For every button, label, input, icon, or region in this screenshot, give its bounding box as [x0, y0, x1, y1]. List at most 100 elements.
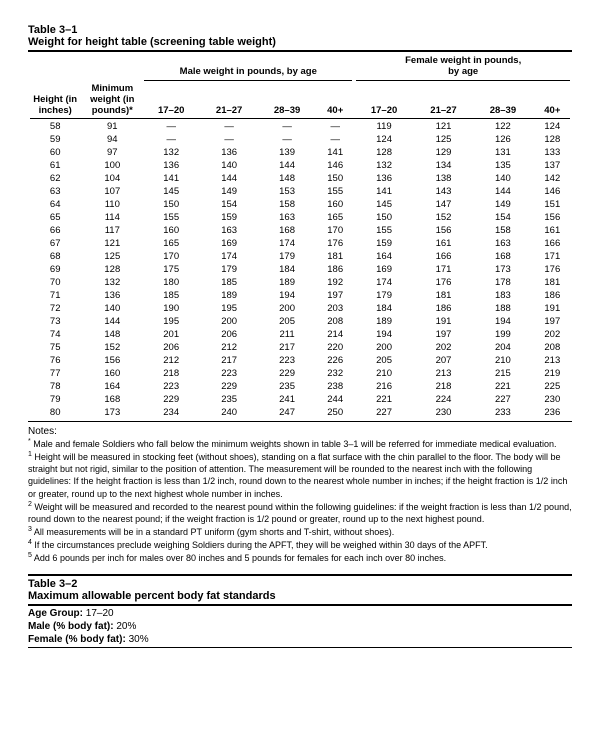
cell-m1: 206: [142, 341, 200, 354]
cell-m: 128: [82, 263, 142, 276]
rule-t2-bottom: [28, 647, 572, 648]
cell-m4: 250: [316, 406, 354, 419]
cell-m1: 195: [142, 315, 200, 328]
cell-m1: —: [142, 120, 200, 133]
cell-f1: 119: [354, 120, 413, 133]
cell-m4: 146: [316, 159, 354, 172]
cell-m4: 155: [316, 185, 354, 198]
cell-m3: 174: [258, 237, 316, 250]
cell-m: 160: [82, 367, 142, 380]
cell-f1: 128: [354, 146, 413, 159]
cell-m1: 145: [142, 185, 200, 198]
cell-f3: 131: [473, 146, 532, 159]
cell-f3: 122: [473, 120, 532, 133]
cell-m2: 206: [200, 328, 258, 341]
cell-f3: 144: [473, 185, 532, 198]
table-row: 77160218223229232210213215219: [28, 367, 572, 380]
cell-m3: —: [258, 120, 316, 133]
cell-m: 132: [82, 276, 142, 289]
note-4: 3 All measurements will be in a standard…: [28, 525, 572, 538]
cell-m3: 144: [258, 159, 316, 172]
table-row: 6097132136139141128129131133: [28, 146, 572, 159]
cell-m: 156: [82, 354, 142, 367]
cell-h: 59: [28, 133, 82, 146]
cell-h: 68: [28, 250, 82, 263]
cell-f1: 141: [354, 185, 413, 198]
note-1: * Male and female Soldiers who fall belo…: [28, 437, 572, 450]
col-minwt: Minimum weight (in pounds)*: [82, 82, 142, 117]
cell-f2: 202: [414, 341, 473, 354]
note-3: 2 Weight will be measured and recorded t…: [28, 500, 572, 525]
cell-m3: 229: [258, 367, 316, 380]
cell-f4: 236: [533, 406, 572, 419]
cell-f1: 124: [354, 133, 413, 146]
cell-m4: 203: [316, 302, 354, 315]
cell-m1: 212: [142, 354, 200, 367]
cell-m2: 179: [200, 263, 258, 276]
cell-m3: 200: [258, 302, 316, 315]
cell-f1: 194: [354, 328, 413, 341]
cell-f4: 166: [533, 237, 572, 250]
table-row: 5994————124125126128: [28, 133, 572, 146]
cell-m1: 185: [142, 289, 200, 302]
cell-f4: 128: [533, 133, 572, 146]
cell-m2: 223: [200, 367, 258, 380]
table-row: 76156212217223226205207210213: [28, 354, 572, 367]
col-f-age4: 40+: [533, 82, 572, 117]
cell-m2: 185: [200, 276, 258, 289]
cell-h: 80: [28, 406, 82, 419]
rule-t2-mid: [28, 604, 572, 606]
cell-m1: 190: [142, 302, 200, 315]
cell-m1: 223: [142, 380, 200, 393]
cell-f2: 147: [414, 198, 473, 211]
cell-m2: 140: [200, 159, 258, 172]
cell-f2: 213: [414, 367, 473, 380]
male-group-header: Male weight in pounds, by age: [142, 54, 354, 79]
cell-m4: 220: [316, 341, 354, 354]
cell-m: 173: [82, 406, 142, 419]
bf-male-line: Male (% body fat): 20%: [28, 621, 572, 632]
cell-f4: 225: [533, 380, 572, 393]
col-f-age2: 21–27: [414, 82, 473, 117]
table-row: 63107145149153155141143144146: [28, 185, 572, 198]
cell-m4: 226: [316, 354, 354, 367]
cell-m: 100: [82, 159, 142, 172]
cell-f4: 208: [533, 341, 572, 354]
cell-f1: 169: [354, 263, 413, 276]
cell-f2: 125: [414, 133, 473, 146]
cell-m4: 160: [316, 198, 354, 211]
cell-m: 117: [82, 224, 142, 237]
table-row: 79168229235241244221224227230: [28, 393, 572, 406]
rule-top: [28, 50, 572, 52]
cell-m4: 165: [316, 211, 354, 224]
cell-f4: 156: [533, 211, 572, 224]
cell-f1: 179: [354, 289, 413, 302]
cell-m4: 181: [316, 250, 354, 263]
notes-heading: Notes:: [28, 426, 572, 437]
cell-h: 58: [28, 120, 82, 133]
cell-m4: 244: [316, 393, 354, 406]
bf-male-label: Male (% body fat):: [28, 621, 114, 632]
cell-m3: 241: [258, 393, 316, 406]
table-row: 78164223229235238216218221225: [28, 380, 572, 393]
table-row: 73144195200205208189191194197: [28, 315, 572, 328]
cell-f1: 164: [354, 250, 413, 263]
cell-f2: 191: [414, 315, 473, 328]
cell-m3: 217: [258, 341, 316, 354]
cell-h: 62: [28, 172, 82, 185]
cell-m3: 139: [258, 146, 316, 159]
table-row: 80173234240247250227230233236: [28, 406, 572, 419]
cell-h: 65: [28, 211, 82, 224]
cell-f3: 154: [473, 211, 532, 224]
cell-f4: 219: [533, 367, 572, 380]
bf-female-value: 30%: [129, 634, 149, 645]
cell-f3: 227: [473, 393, 532, 406]
cell-f1: 150: [354, 211, 413, 224]
cell-f3: 178: [473, 276, 532, 289]
cell-f1: 216: [354, 380, 413, 393]
cell-h: 73: [28, 315, 82, 328]
bf-age-line: Age Group: 17–20: [28, 608, 572, 619]
cell-m4: 141: [316, 146, 354, 159]
cell-m4: 214: [316, 328, 354, 341]
col-m-age2: 21–27: [200, 82, 258, 117]
